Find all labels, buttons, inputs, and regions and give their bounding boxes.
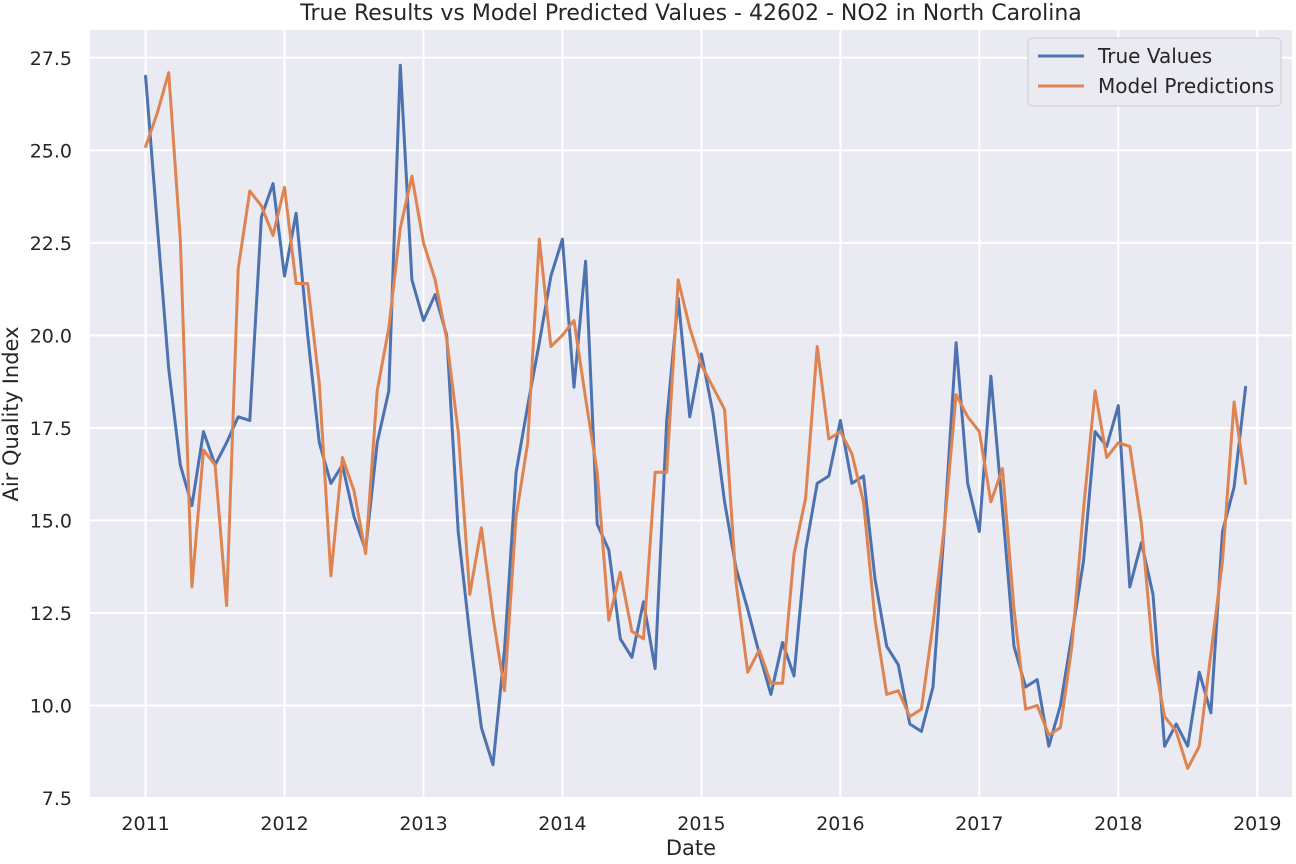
y-tick-label: 12.5 [30,603,72,625]
x-tick-label: 2018 [1094,813,1142,835]
y-axis-label: Air Quality Index [0,326,23,501]
legend-box [1027,37,1282,107]
y-tick-label: 15.0 [30,510,72,532]
legend-label-true-values: True Values [1097,44,1212,68]
x-tick-label: 2013 [399,813,447,835]
y-tick-label: 20.0 [30,325,72,347]
x-tick-label: 2016 [816,813,864,835]
y-tick-label: 17.5 [30,418,72,440]
series-line-true-values [144,63,1248,767]
y-tick-label: 27.5 [30,48,72,70]
x-tick-label: 2011 [121,813,169,835]
series-line-model-predictions [144,71,1248,770]
x-axis-label: Date [666,836,716,860]
y-tick-label: 7.5 [42,788,72,810]
y-tick-labels: 7.5 10.0 12.5 15.0 17.5 20.0 22.5 25.0 27.5 [30,48,72,810]
y-tick-label: 25.0 [30,140,72,162]
legend: True Values Model Predictions [1027,37,1282,107]
series-lines [144,63,1248,770]
x-tick-label: 2012 [260,813,308,835]
x-tick-label: 2015 [677,813,725,835]
y-tick-label: 22.5 [30,233,72,255]
x-tick-labels: 2011 2012 2013 2014 2015 2016 2017 2018 2019 [121,813,1281,835]
x-tick-label: 2019 [1233,813,1281,835]
x-tick-label: 2014 [538,813,586,835]
legend-label-model-predictions: Model Predictions [1098,74,1274,98]
y-tick-label: 10.0 [30,695,72,717]
x-tick-label: 2017 [955,813,1003,835]
chart-title: True Results vs Model Predicted Values -… [299,1,1082,26]
